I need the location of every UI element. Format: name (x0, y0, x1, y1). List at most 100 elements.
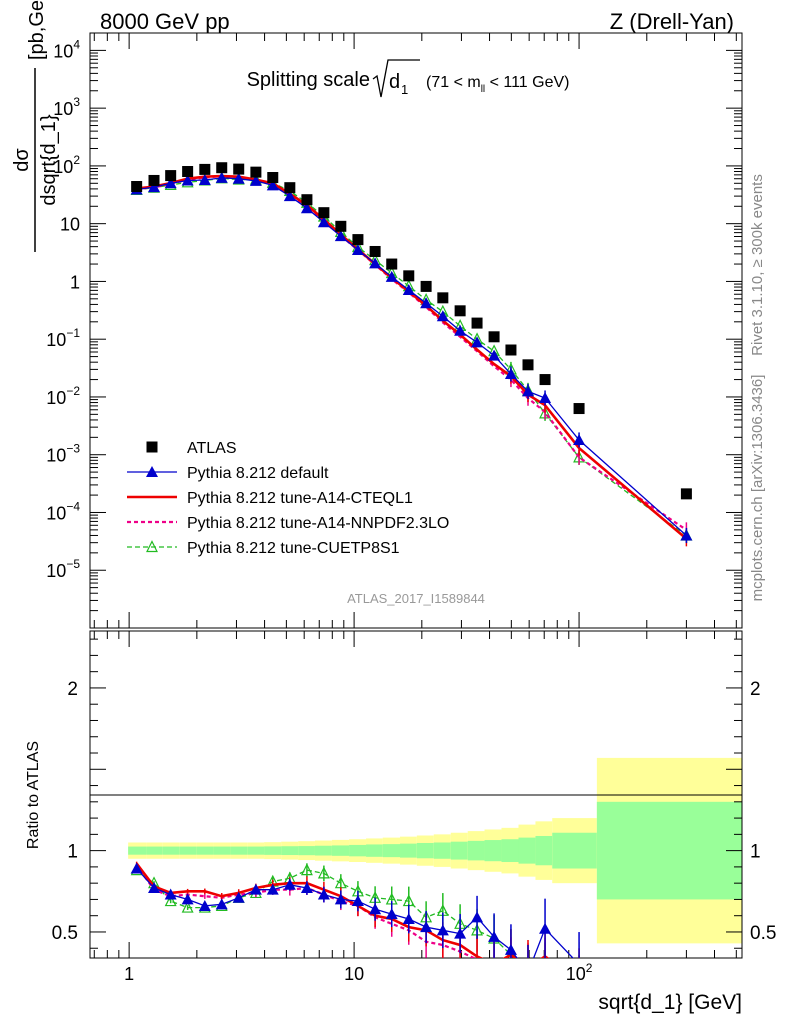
main-series-layer (130, 162, 693, 547)
point-default (471, 336, 484, 348)
point-default (198, 174, 211, 186)
ratio-axis-ticks: 0.5 0.5 1 1 2 2 (52, 631, 776, 958)
legend-label: Pythia 8.212 tune-A14-CTEQL1 (187, 490, 413, 507)
x-tick-label: 10 (344, 964, 364, 984)
band-inner-segment (314, 845, 332, 856)
plot-title-d-sub: 1 (401, 82, 408, 97)
point-default (232, 172, 245, 184)
legend-marker (146, 466, 158, 477)
header-left: 8000 GeV pp (100, 9, 230, 34)
point-default (266, 179, 279, 191)
point-atlas (454, 305, 466, 317)
point-atlas (437, 292, 449, 304)
legend-label: Pythia 8.212 default (187, 465, 329, 482)
band-inner-segment (213, 846, 231, 855)
x-tick-label: 1 (124, 964, 134, 984)
point-default (215, 171, 228, 183)
y-tick-label: 10 (60, 215, 80, 235)
band-inner-segment (331, 845, 350, 856)
legend-label: ATLAS (187, 440, 237, 457)
band-inner-segment (552, 832, 597, 869)
ratio-y-tick-label-right: 2 (750, 679, 761, 700)
band-inner-segment (298, 846, 315, 856)
point-atlas (471, 317, 483, 329)
ylabel-units: [pb,GeV-1] (23, 0, 48, 60)
y-tick-label: 1 (70, 272, 80, 292)
point-atlas (335, 220, 347, 232)
point-default (300, 202, 313, 214)
ratio-point-default (266, 883, 279, 895)
band-inner-segment (433, 842, 451, 859)
point-default (420, 297, 433, 309)
point-default (436, 310, 449, 322)
ratio-panel: 0.5 0.5 1 1 2 2 Ratio to ATLAS (25, 630, 776, 959)
point-default (522, 385, 535, 397)
point-atlas (318, 207, 330, 219)
point-atlas (216, 162, 228, 174)
ratio-y-tick-label-right: 1 (750, 842, 761, 863)
point-atlas (680, 488, 692, 500)
ratio-point-default (471, 911, 484, 923)
point-default (249, 174, 262, 186)
ratio-point-default (164, 888, 177, 900)
point-atlas (573, 403, 585, 415)
point-atlas (522, 359, 534, 371)
point-default (334, 230, 347, 242)
ratio-y-tick-label: 1 (67, 842, 78, 863)
point-atlas (182, 166, 194, 178)
band-inner-segment (179, 846, 197, 855)
ratio-y-tick-label-right: 0.5 (750, 923, 776, 944)
legend: ATLAS Pythia 8.212 default Pythia 8.212 tu… (127, 440, 449, 557)
band-inner-segment (484, 840, 502, 862)
band-inner-segment (162, 846, 180, 855)
band-inner-segment (416, 842, 434, 859)
ratio-y-tick-label: 2 (67, 679, 78, 700)
ratio-line-a14_cteql1 (135, 862, 550, 958)
ratio-point-cuetp8s1 (181, 900, 194, 913)
band-inner-segment (230, 846, 248, 855)
band-inner-segment (146, 846, 163, 855)
point-default (504, 367, 517, 379)
legend-marker (146, 441, 158, 453)
point-default (351, 244, 364, 256)
point-default (317, 216, 330, 228)
plot-title-d: d (389, 71, 400, 93)
point-atlas (539, 374, 551, 386)
analysis-watermark: ATLAS_2017_I1589844 (347, 591, 485, 606)
sqrt-sign (372, 59, 420, 98)
y-tick-label: 102 (53, 153, 80, 177)
ratio-point-default (420, 921, 433, 933)
band-inner-segment (535, 835, 553, 866)
ratio-point-default (385, 908, 398, 920)
point-atlas (131, 181, 143, 193)
series-cuetp8s1 (130, 171, 693, 543)
band-inner-segment (349, 844, 367, 857)
ratio-point-default (351, 895, 364, 907)
x-axis-label: sqrt{d_1} [GeV] (598, 991, 742, 1014)
ratio-point-cuetp8s1 (317, 866, 330, 879)
band-inner-segment (366, 844, 383, 857)
ratio-uncertainty-bands (128, 757, 742, 944)
header-right: Z (Drell-Yan) (610, 9, 734, 34)
ylabel-den: dsqrt{d_1} (38, 114, 60, 206)
point-atlas (369, 245, 381, 257)
rivet-label: Rivet 3.1.10, ≥ 300k events (749, 174, 766, 356)
band-inner-segment (281, 846, 299, 856)
point-default (402, 284, 415, 296)
point-default (385, 270, 398, 282)
ratio-point-default (436, 924, 449, 936)
ratio-point-default (317, 888, 330, 900)
ratio-point-default (369, 903, 382, 915)
ratio-point-default (130, 862, 143, 874)
legend-item-default: Pythia 8.212 default (127, 465, 329, 482)
point-default (680, 529, 693, 541)
band-inner-segment (264, 846, 282, 855)
point-atlas (386, 258, 398, 270)
legend-item-cuetp8s1: Pythia 8.212 tune-CUETP8S1 (127, 540, 400, 557)
legend-label: Pythia 8.212 tune-A14-NNPDF2.3LO (187, 515, 449, 532)
mcplots-label: mcplots.cern.ch [arXiv:1306.3436] (749, 375, 766, 602)
band-inner-segment (467, 840, 485, 861)
legend-label: Pythia 8.212 tune-CUETP8S1 (187, 540, 400, 557)
